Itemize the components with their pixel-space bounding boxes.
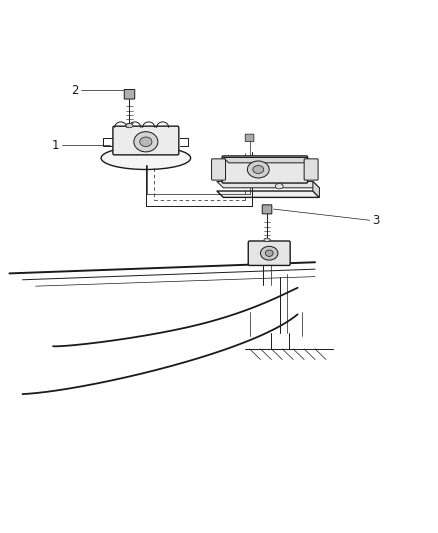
Ellipse shape xyxy=(126,124,133,128)
Ellipse shape xyxy=(101,147,191,169)
Ellipse shape xyxy=(134,132,158,152)
Polygon shape xyxy=(223,158,311,163)
Text: 1: 1 xyxy=(52,139,60,152)
FancyBboxPatch shape xyxy=(245,134,254,142)
Ellipse shape xyxy=(265,250,273,256)
FancyBboxPatch shape xyxy=(248,241,290,265)
Polygon shape xyxy=(313,181,319,197)
Polygon shape xyxy=(217,181,319,188)
Ellipse shape xyxy=(264,238,270,242)
FancyBboxPatch shape xyxy=(262,205,272,214)
Text: 2: 2 xyxy=(71,84,78,96)
FancyBboxPatch shape xyxy=(124,90,135,99)
Ellipse shape xyxy=(261,246,278,260)
FancyBboxPatch shape xyxy=(304,159,318,180)
FancyBboxPatch shape xyxy=(113,126,179,155)
FancyBboxPatch shape xyxy=(212,159,226,180)
Ellipse shape xyxy=(247,161,269,178)
Ellipse shape xyxy=(276,183,283,189)
Text: 3: 3 xyxy=(372,214,379,227)
Ellipse shape xyxy=(253,165,264,173)
FancyBboxPatch shape xyxy=(222,156,307,183)
Polygon shape xyxy=(217,191,319,197)
Ellipse shape xyxy=(140,137,152,147)
